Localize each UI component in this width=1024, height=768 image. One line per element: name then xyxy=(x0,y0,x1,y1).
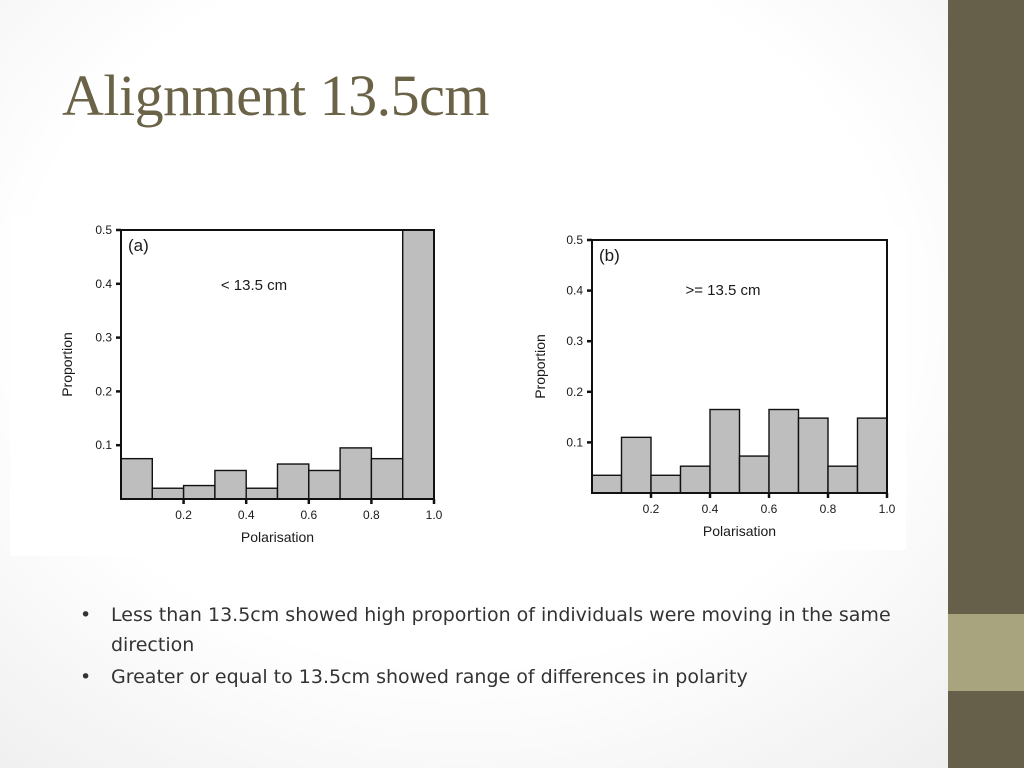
plot-frame xyxy=(591,239,888,494)
x-tick-label: 0.6 xyxy=(300,508,317,522)
bullet-item: • Greater or equal to 13.5cm showed rang… xyxy=(80,662,920,692)
histogram-bar xyxy=(245,487,279,500)
y-tick-label: 0.2 xyxy=(566,385,583,399)
histogram-bar xyxy=(620,436,652,494)
histogram-bar xyxy=(276,463,310,500)
y-axis-label: Proportion xyxy=(59,332,75,397)
histogram-bar xyxy=(797,417,829,494)
y-tick-label: 0.1 xyxy=(95,438,112,452)
panel-annotation: < 13.5 cm xyxy=(221,277,287,294)
histogram-bar xyxy=(591,474,623,494)
bullet-item: • Less than 13.5cm showed high proportio… xyxy=(80,600,920,660)
x-tick-label: 1.0 xyxy=(879,502,896,516)
histogram-bar xyxy=(738,455,770,494)
bullet-text: Greater or equal to 13.5cm showed range … xyxy=(111,666,748,688)
y-tick-label: 0.5 xyxy=(95,223,112,237)
histogram-panel-b: 0.1 0.2 0.3 0.4 0.5 0.2 0.4 0.6 0.8 1.0 Polarisati… xyxy=(526,228,906,550)
y-tick-label: 0.5 xyxy=(566,233,583,247)
sidebar-accent-block xyxy=(948,614,1024,691)
y-tick-label: 0.4 xyxy=(566,284,583,298)
histogram-bar xyxy=(768,408,800,494)
histogram-b-svg: 0.1 0.2 0.3 0.4 0.5 0.2 0.4 0.6 0.8 1.0 Polarisati… xyxy=(532,233,896,539)
plot-frame xyxy=(120,229,435,500)
y-axis-label: Proportion xyxy=(532,334,548,399)
histogram-bar xyxy=(151,487,185,500)
histogram-bar xyxy=(856,417,888,494)
y-tick-label: 0.2 xyxy=(95,384,112,398)
x-tick-label: 0.2 xyxy=(175,508,192,522)
histogram-bar xyxy=(370,457,404,500)
histogram-bar xyxy=(308,469,341,500)
slide-title: Alignment 13.5cm xyxy=(62,63,489,128)
y-tick-label: 0.1 xyxy=(566,435,583,449)
bullet-dot: • xyxy=(80,604,92,626)
histogram-bar xyxy=(120,457,153,500)
panel-annotation: >= 13.5 cm xyxy=(685,282,760,299)
histogram-bar xyxy=(402,229,435,500)
bullet-dot: • xyxy=(80,666,92,688)
histogram-panel-a: 0.1 0.2 0.3 0.4 0.5 0.2 0.4 0.6 0.8 1.0 Polarisati… xyxy=(10,214,450,556)
x-axis-label: Polarisation xyxy=(241,529,314,545)
histogram-a-svg: 0.1 0.2 0.3 0.4 0.5 0.2 0.4 0.6 0.8 1.0 Polarisati… xyxy=(59,223,443,545)
x-tick-label: 0.4 xyxy=(238,508,255,522)
panel-label: (b) xyxy=(599,246,620,265)
x-tick-label: 0.8 xyxy=(820,502,837,516)
y-tick-label: 0.3 xyxy=(566,334,583,348)
histogram-bar xyxy=(214,469,247,500)
x-tick-label: 0.2 xyxy=(643,502,660,516)
y-tick-label: 0.3 xyxy=(95,331,112,345)
histogram-bar xyxy=(709,408,741,494)
histogram-bar xyxy=(339,447,373,500)
bullet-list: • Less than 13.5cm showed high proportio… xyxy=(80,600,920,694)
histogram-bar xyxy=(827,465,859,494)
histogram-bar xyxy=(679,465,711,494)
x-axis-label: Polarisation xyxy=(703,523,776,539)
histogram-bar xyxy=(650,474,682,494)
panel-label: (a) xyxy=(128,236,149,255)
y-tick-label: 0.4 xyxy=(95,277,112,291)
x-tick-label: 0.4 xyxy=(702,502,719,516)
x-tick-label: 0.6 xyxy=(761,502,778,516)
x-tick-label: 1.0 xyxy=(426,508,443,522)
bullet-text: Less than 13.5cm showed high proportion … xyxy=(111,604,891,656)
x-tick-label: 0.8 xyxy=(363,508,380,522)
histogram-bar xyxy=(182,484,216,500)
